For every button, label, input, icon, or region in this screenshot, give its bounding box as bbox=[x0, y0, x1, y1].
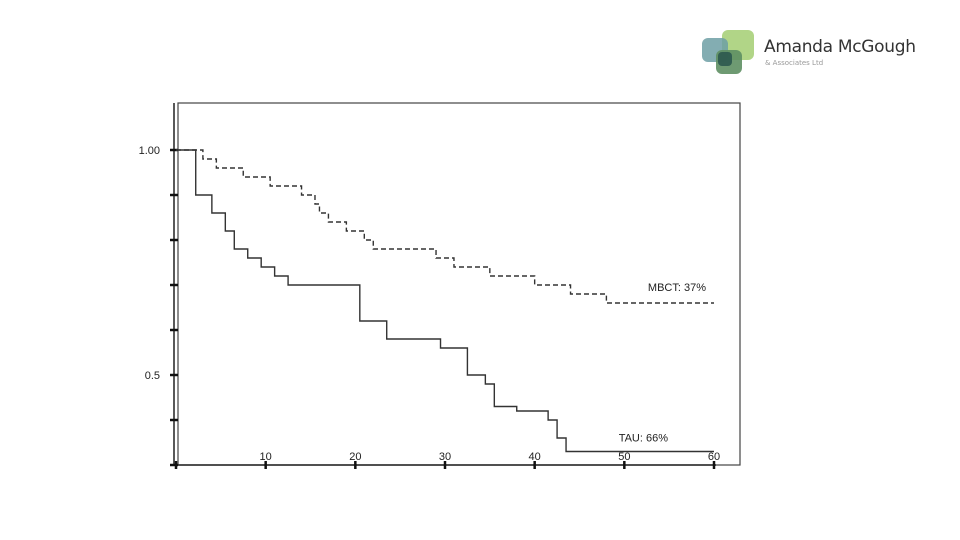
company-logo: Amanda McGough & Associates Ltd bbox=[700, 28, 930, 80]
series-label-mbct: MBCT: 37% bbox=[648, 282, 706, 294]
x-tick-label: 10 bbox=[260, 451, 272, 463]
x-tick-label: 30 bbox=[439, 451, 451, 463]
y-tick-label: 0.5 bbox=[145, 370, 160, 382]
logo-subtitle: & Associates Ltd bbox=[765, 59, 824, 67]
x-tick-label: 20 bbox=[349, 451, 361, 463]
x-tick-label: 40 bbox=[529, 451, 541, 463]
logo-mark-icon bbox=[702, 30, 754, 74]
x-tick-label: 60 bbox=[708, 451, 720, 463]
logo-tile-dark bbox=[718, 52, 732, 66]
series-line-mbct bbox=[176, 149, 714, 304]
logo-name: Amanda McGough bbox=[764, 37, 916, 57]
series-label-tau: TAU: 66% bbox=[619, 433, 669, 445]
x-tick-label: 50 bbox=[618, 451, 630, 463]
y-tick-label: 1.00 bbox=[139, 145, 160, 157]
series-line-tau bbox=[176, 149, 714, 453]
